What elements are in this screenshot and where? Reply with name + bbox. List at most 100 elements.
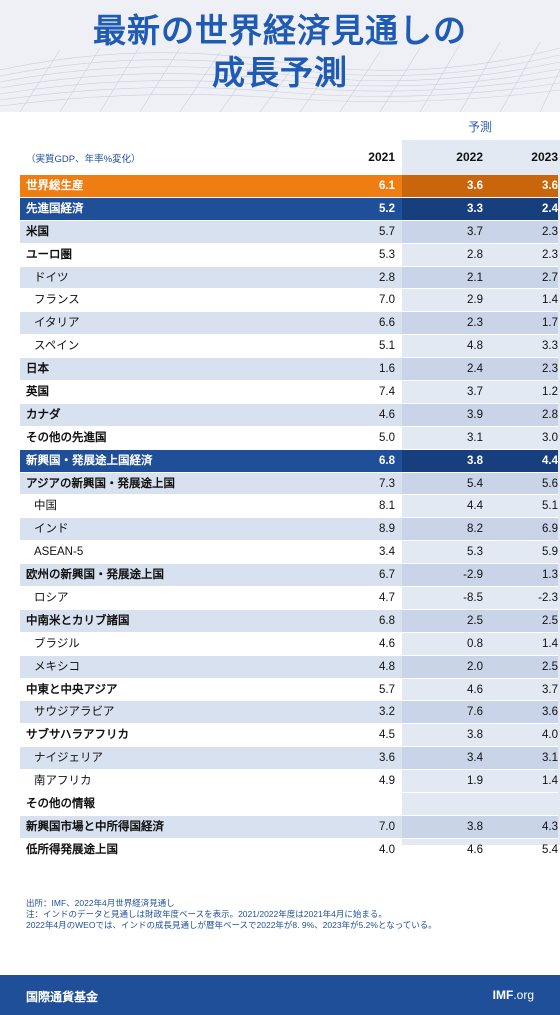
value-2023: 5.4	[542, 843, 558, 856]
value-2021: 5.7	[379, 683, 395, 696]
value-2021: 4.7	[379, 592, 395, 605]
value-2022: 4.6	[467, 683, 483, 696]
value-2022: 0.8	[467, 637, 483, 650]
value-2022: 7.6	[467, 706, 483, 719]
value-2022: 3.3	[467, 202, 483, 215]
value-2023: 1.4	[542, 775, 558, 788]
footer-site-link[interactable]: IMF.org	[493, 988, 534, 1002]
value-2023: 5.6	[542, 477, 558, 490]
projection-cell-shade	[402, 564, 558, 587]
footnote: 出所：IMF、2022年4月世界経済見通し 注：インドのデータと見通しは財政年度…	[26, 898, 437, 931]
value-2023: 3.7	[542, 683, 558, 696]
value-2021: 3.2	[379, 706, 395, 719]
value-2023: 4.3	[542, 820, 558, 833]
table-row: 米国 5.7 3.7 2.3	[20, 220, 558, 244]
value-2023: 5.1	[542, 500, 558, 513]
value-2023: 4.0	[542, 729, 558, 742]
value-2022: 4.8	[467, 340, 483, 353]
title-line-1: 最新の世界経済見通しの	[93, 12, 467, 49]
site-rest: .org	[513, 988, 534, 1002]
value-2023: 1.7	[542, 317, 558, 330]
table-row: ナイジェリア 3.6 3.4 3.1	[20, 747, 558, 771]
title-line-2: 成長予測	[212, 54, 348, 91]
value-2022: 4.6	[467, 843, 483, 856]
footnote-note-1: 注：インドのデータと見通しは財政年度ベースを表示。2021/2022年度は202…	[26, 909, 387, 919]
row-label: ブラジル	[34, 637, 80, 650]
value-2022: 2.9	[467, 294, 483, 307]
footer-bar: 国際通貨基金 IMF.org	[0, 975, 560, 1015]
table-row: ロシア 4.7 -8.5 -2.3	[20, 587, 558, 610]
value-2022: 3.6	[467, 180, 483, 192]
projection-cell-shade	[402, 472, 558, 495]
table-row: ブラジル 4.6 0.8 1.4	[20, 633, 558, 656]
value-2022: 3.1	[467, 431, 483, 444]
value-2021: 7.3	[379, 477, 395, 490]
value-2022: 2.8	[467, 248, 483, 261]
header-banner: 最新の世界経済見通しの 成長予測	[0, 0, 560, 112]
value-2021: 8.1	[379, 500, 395, 513]
value-2023: 3.3	[542, 340, 558, 353]
projection-cell-shade	[402, 815, 558, 838]
row-label: 米国	[26, 225, 49, 238]
value-2023: 4.4	[542, 454, 558, 467]
column-header-2021: 2021	[368, 150, 395, 164]
value-2022: 5.4	[467, 477, 483, 490]
projection-cell-shade	[402, 220, 558, 243]
page-title: 最新の世界経済見通しの 成長予測	[0, 10, 560, 94]
table-row: ASEAN-5 3.4 5.3 5.9	[20, 541, 558, 565]
value-2021: 5.1	[379, 340, 395, 353]
projection-cell-shade	[402, 266, 558, 289]
row-label: カナダ	[26, 408, 61, 421]
value-2021: 4.6	[379, 408, 395, 421]
value-2021: 6.8	[379, 454, 395, 467]
growth-table: 世界総生産 6.1 3.6 3.6 先進国経済 5.2 3.3 2.4 米国 5.7 3.7 2.3 ユ…	[20, 175, 558, 862]
value-2022: 3.4	[467, 752, 483, 765]
value-2022: 2.0	[467, 660, 483, 673]
value-2023: 3.1	[542, 752, 558, 765]
value-2021: 4.9	[379, 775, 395, 788]
row-label: メキシコ	[34, 660, 80, 673]
table-row: 南アフリカ 4.9 1.9 1.4	[20, 770, 558, 794]
table-row: フランス 7.0 2.9 1.4	[20, 289, 558, 313]
value-2021: 6.1	[379, 180, 395, 192]
table-row: 新興国・発展途上国経済 6.8 3.8 4.4	[20, 449, 558, 473]
projection-cell-shade	[402, 403, 558, 426]
value-2021: 5.2	[379, 202, 395, 215]
table-row: サウジアラビア 3.2 7.6 3.6	[20, 701, 558, 725]
value-2023: 2.5	[542, 660, 558, 673]
value-2022: 8.2	[467, 523, 483, 536]
row-label: サブサハラアフリカ	[26, 729, 130, 742]
value-2022: 3.9	[467, 408, 483, 421]
value-2021: 3.6	[379, 752, 395, 765]
value-2023: 2.5	[542, 614, 558, 627]
row-label: サウジアラビア	[34, 706, 115, 719]
value-2023: 3.6	[542, 180, 558, 192]
site-bold: IMF	[492, 988, 514, 1002]
row-label: 世界総生産	[26, 180, 84, 192]
value-2023: 2.4	[542, 202, 558, 215]
value-2023: 1.3	[542, 569, 558, 582]
projection-cell-shade	[402, 609, 558, 632]
projection-cell-shade	[402, 312, 558, 335]
value-2021: 5.3	[379, 248, 395, 261]
value-2022: 3.8	[467, 454, 483, 467]
table-row: その他の情報	[20, 793, 558, 816]
footnote-source: 出所：IMF、2022年4月世界経済見通し	[26, 898, 175, 908]
table-row: カナダ 4.6 3.9 2.8	[20, 403, 558, 427]
value-2022: 3.8	[467, 820, 483, 833]
projection-cell-shade	[402, 518, 558, 541]
table-row: イタリア 6.6 2.3 1.7	[20, 312, 558, 336]
wave-mesh-decoration	[0, 41, 560, 112]
value-2021: 7.0	[379, 294, 395, 307]
row-label: ドイツ	[34, 271, 69, 284]
table-row: 中東と中央アジア 5.7 4.6 3.7	[20, 679, 558, 702]
value-2021: 5.7	[379, 225, 395, 238]
row-label: 中国	[34, 500, 57, 513]
value-2021: 5.0	[379, 431, 395, 444]
row-label: アジアの新興国・発展途上国	[26, 477, 176, 490]
column-header-2022: 2022	[456, 150, 483, 164]
table-row: その他の先進国 5.0 3.1 3.0	[20, 427, 558, 450]
table-row: 欧州の新興国・発展途上国 6.7 -2.9 1.3	[20, 564, 558, 588]
projection-cell-shade	[402, 175, 558, 197]
table-row: ユーロ圏 5.3 2.8 2.3	[20, 244, 558, 267]
